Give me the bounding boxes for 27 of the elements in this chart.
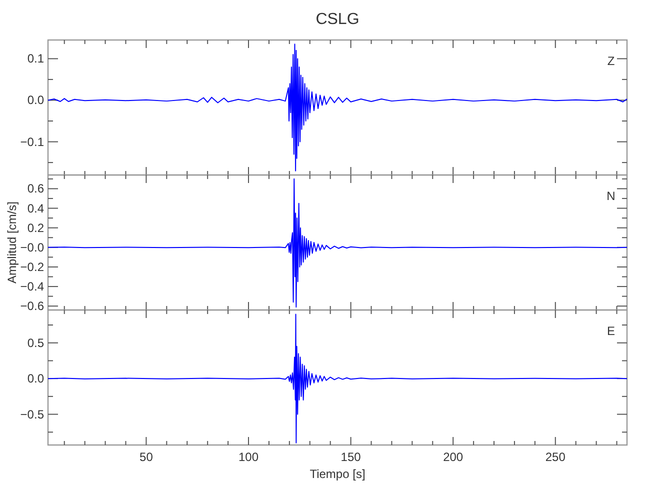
line-series — [48, 44, 628, 172]
y-tick-label: −0.4 — [20, 280, 44, 294]
y-tick-label: 0.5 — [27, 336, 44, 350]
y-tick-label: 0.0 — [27, 372, 44, 386]
x-tick-label: 250 — [545, 450, 566, 464]
y-tick-label: −0.2 — [20, 260, 44, 274]
y-tick-label: 0.4 — [27, 201, 44, 216]
chart-title: CSLG — [316, 11, 360, 28]
x-tick-label: 100 — [238, 450, 259, 464]
annotation: N — [606, 189, 616, 203]
annotation: Z — [607, 54, 615, 68]
line-series — [48, 178, 628, 308]
y-tick-label: 0.0 — [27, 93, 44, 108]
y-tick-label: 0.6 — [27, 182, 44, 196]
x-tick-label: 50 — [140, 450, 154, 464]
x-tick-label: 150 — [340, 450, 362, 464]
y-tick-label: −0.6 — [20, 299, 44, 314]
y-tick-label: −0.0 — [20, 240, 44, 254]
x-tick-label: 200 — [443, 450, 464, 464]
y-tick-label: 0.1 — [27, 52, 44, 66]
line-series — [48, 314, 628, 444]
y-tick-label: −0.1 — [20, 134, 44, 149]
y-tick-label: −0.5 — [20, 407, 44, 422]
y-axis-title: Amplitud [cm/s] — [5, 201, 19, 284]
y-tick-label: 0.2 — [27, 220, 44, 235]
x-axis-title: Tiempo [s] — [310, 467, 366, 481]
annotation: E — [606, 324, 616, 338]
